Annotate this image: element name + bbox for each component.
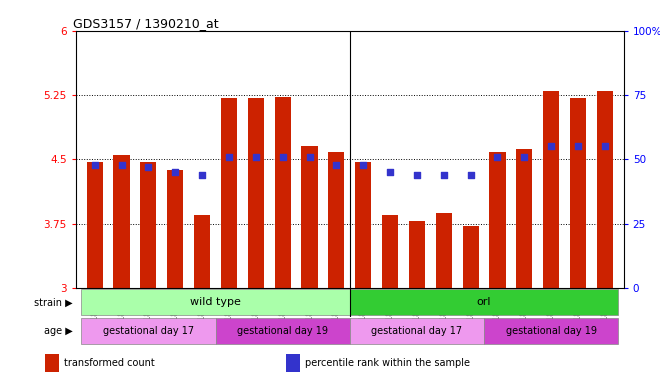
Bar	[81, 290, 350, 315]
Point	[170, 169, 181, 175]
Point	[438, 172, 449, 178]
Point	[600, 143, 611, 149]
Text: gestational day 17: gestational day 17	[372, 326, 463, 336]
Point	[465, 172, 476, 178]
Point	[573, 143, 583, 149]
Bar	[302, 146, 317, 288]
Point	[277, 154, 288, 160]
Point	[224, 154, 234, 160]
Bar	[490, 152, 506, 288]
Bar	[350, 290, 618, 315]
Text: transformed count: transformed count	[64, 358, 154, 368]
Point	[412, 172, 422, 178]
Bar	[248, 98, 264, 288]
Point	[251, 154, 261, 160]
Point	[304, 154, 315, 160]
Text: strain ▶: strain ▶	[34, 297, 73, 308]
Text: orl: orl	[477, 297, 491, 308]
Point	[385, 169, 395, 175]
Bar	[194, 215, 210, 288]
Text: percentile rank within the sample: percentile rank within the sample	[305, 358, 470, 368]
Bar	[382, 215, 398, 288]
Text: age ▶: age ▶	[44, 326, 73, 336]
Point	[143, 164, 154, 170]
Text: GDS3157 / 1390210_at: GDS3157 / 1390210_at	[73, 17, 218, 30]
Bar	[114, 155, 129, 288]
Bar	[81, 318, 216, 344]
Bar	[216, 318, 350, 344]
Text: gestational day 17: gestational day 17	[103, 326, 194, 336]
Bar	[86, 162, 103, 288]
Point	[358, 161, 368, 167]
Bar	[141, 162, 156, 288]
Bar	[328, 152, 345, 288]
Bar	[436, 212, 452, 288]
Bar	[350, 318, 484, 344]
Bar	[286, 354, 300, 372]
Bar	[597, 91, 613, 288]
Point	[546, 143, 556, 149]
Text: wild type: wild type	[190, 297, 241, 308]
Bar	[484, 318, 618, 344]
Point	[197, 172, 207, 178]
Bar	[570, 98, 586, 288]
Text: gestational day 19: gestational day 19	[506, 326, 597, 336]
Point	[116, 161, 127, 167]
Bar	[167, 170, 183, 288]
Bar	[221, 98, 237, 288]
Text: gestational day 19: gestational day 19	[237, 326, 328, 336]
Point	[492, 154, 503, 160]
Point	[519, 154, 529, 160]
Bar	[463, 226, 478, 288]
Bar	[543, 91, 559, 288]
Bar	[45, 354, 59, 372]
Point	[89, 161, 100, 167]
Bar	[355, 162, 372, 288]
Bar	[409, 221, 425, 288]
Bar	[516, 149, 533, 288]
Point	[331, 161, 342, 167]
Bar	[275, 97, 290, 288]
